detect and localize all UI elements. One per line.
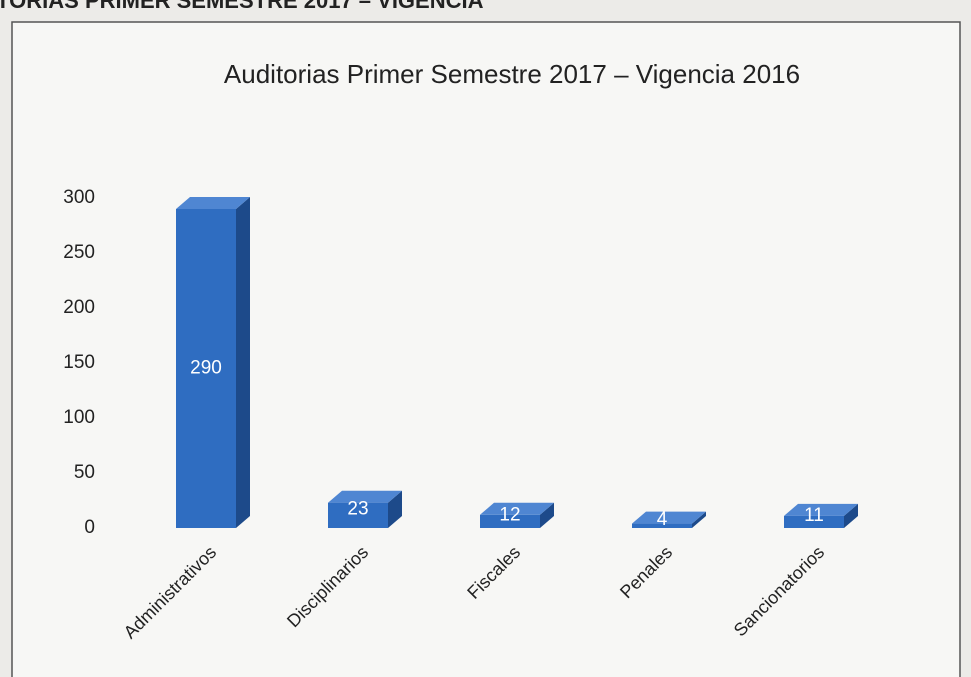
y-tick-label: 300: [63, 187, 95, 208]
bar-top: [784, 503, 858, 516]
bar-side: [540, 502, 554, 528]
bar-top: [328, 490, 402, 503]
bar: [632, 523, 692, 528]
bar-side: [236, 197, 250, 528]
data-label: 290: [190, 358, 222, 379]
data-label: 23: [347, 498, 368, 519]
y-tick-label: 0: [84, 517, 95, 538]
page-heading: ITORIAS PRIMER SEMESTRE 2017 – VIGENCIA: [0, 0, 484, 13]
bar-top: [632, 511, 706, 524]
bar: [328, 502, 388, 528]
bar: [784, 515, 844, 528]
bar-top: [480, 502, 554, 515]
bar: [176, 209, 236, 528]
chart-area: [11, 21, 961, 677]
y-tick-label: 200: [63, 297, 95, 318]
bar-side: [388, 490, 402, 528]
data-label: 12: [499, 504, 520, 525]
chart-title: Auditorias Primer Semestre 2017 – Vigenc…: [224, 59, 800, 89]
bar-side: [844, 503, 858, 528]
data-label: 11: [804, 505, 824, 526]
y-tick-label: 250: [63, 242, 95, 263]
y-tick-label: 100: [63, 407, 95, 428]
data-label: 4: [657, 509, 668, 530]
bar-top: [176, 197, 250, 209]
y-tick-label: 50: [74, 462, 95, 483]
bar: [480, 514, 540, 528]
y-tick-label: 150: [63, 352, 95, 373]
bar-side: [692, 511, 706, 528]
